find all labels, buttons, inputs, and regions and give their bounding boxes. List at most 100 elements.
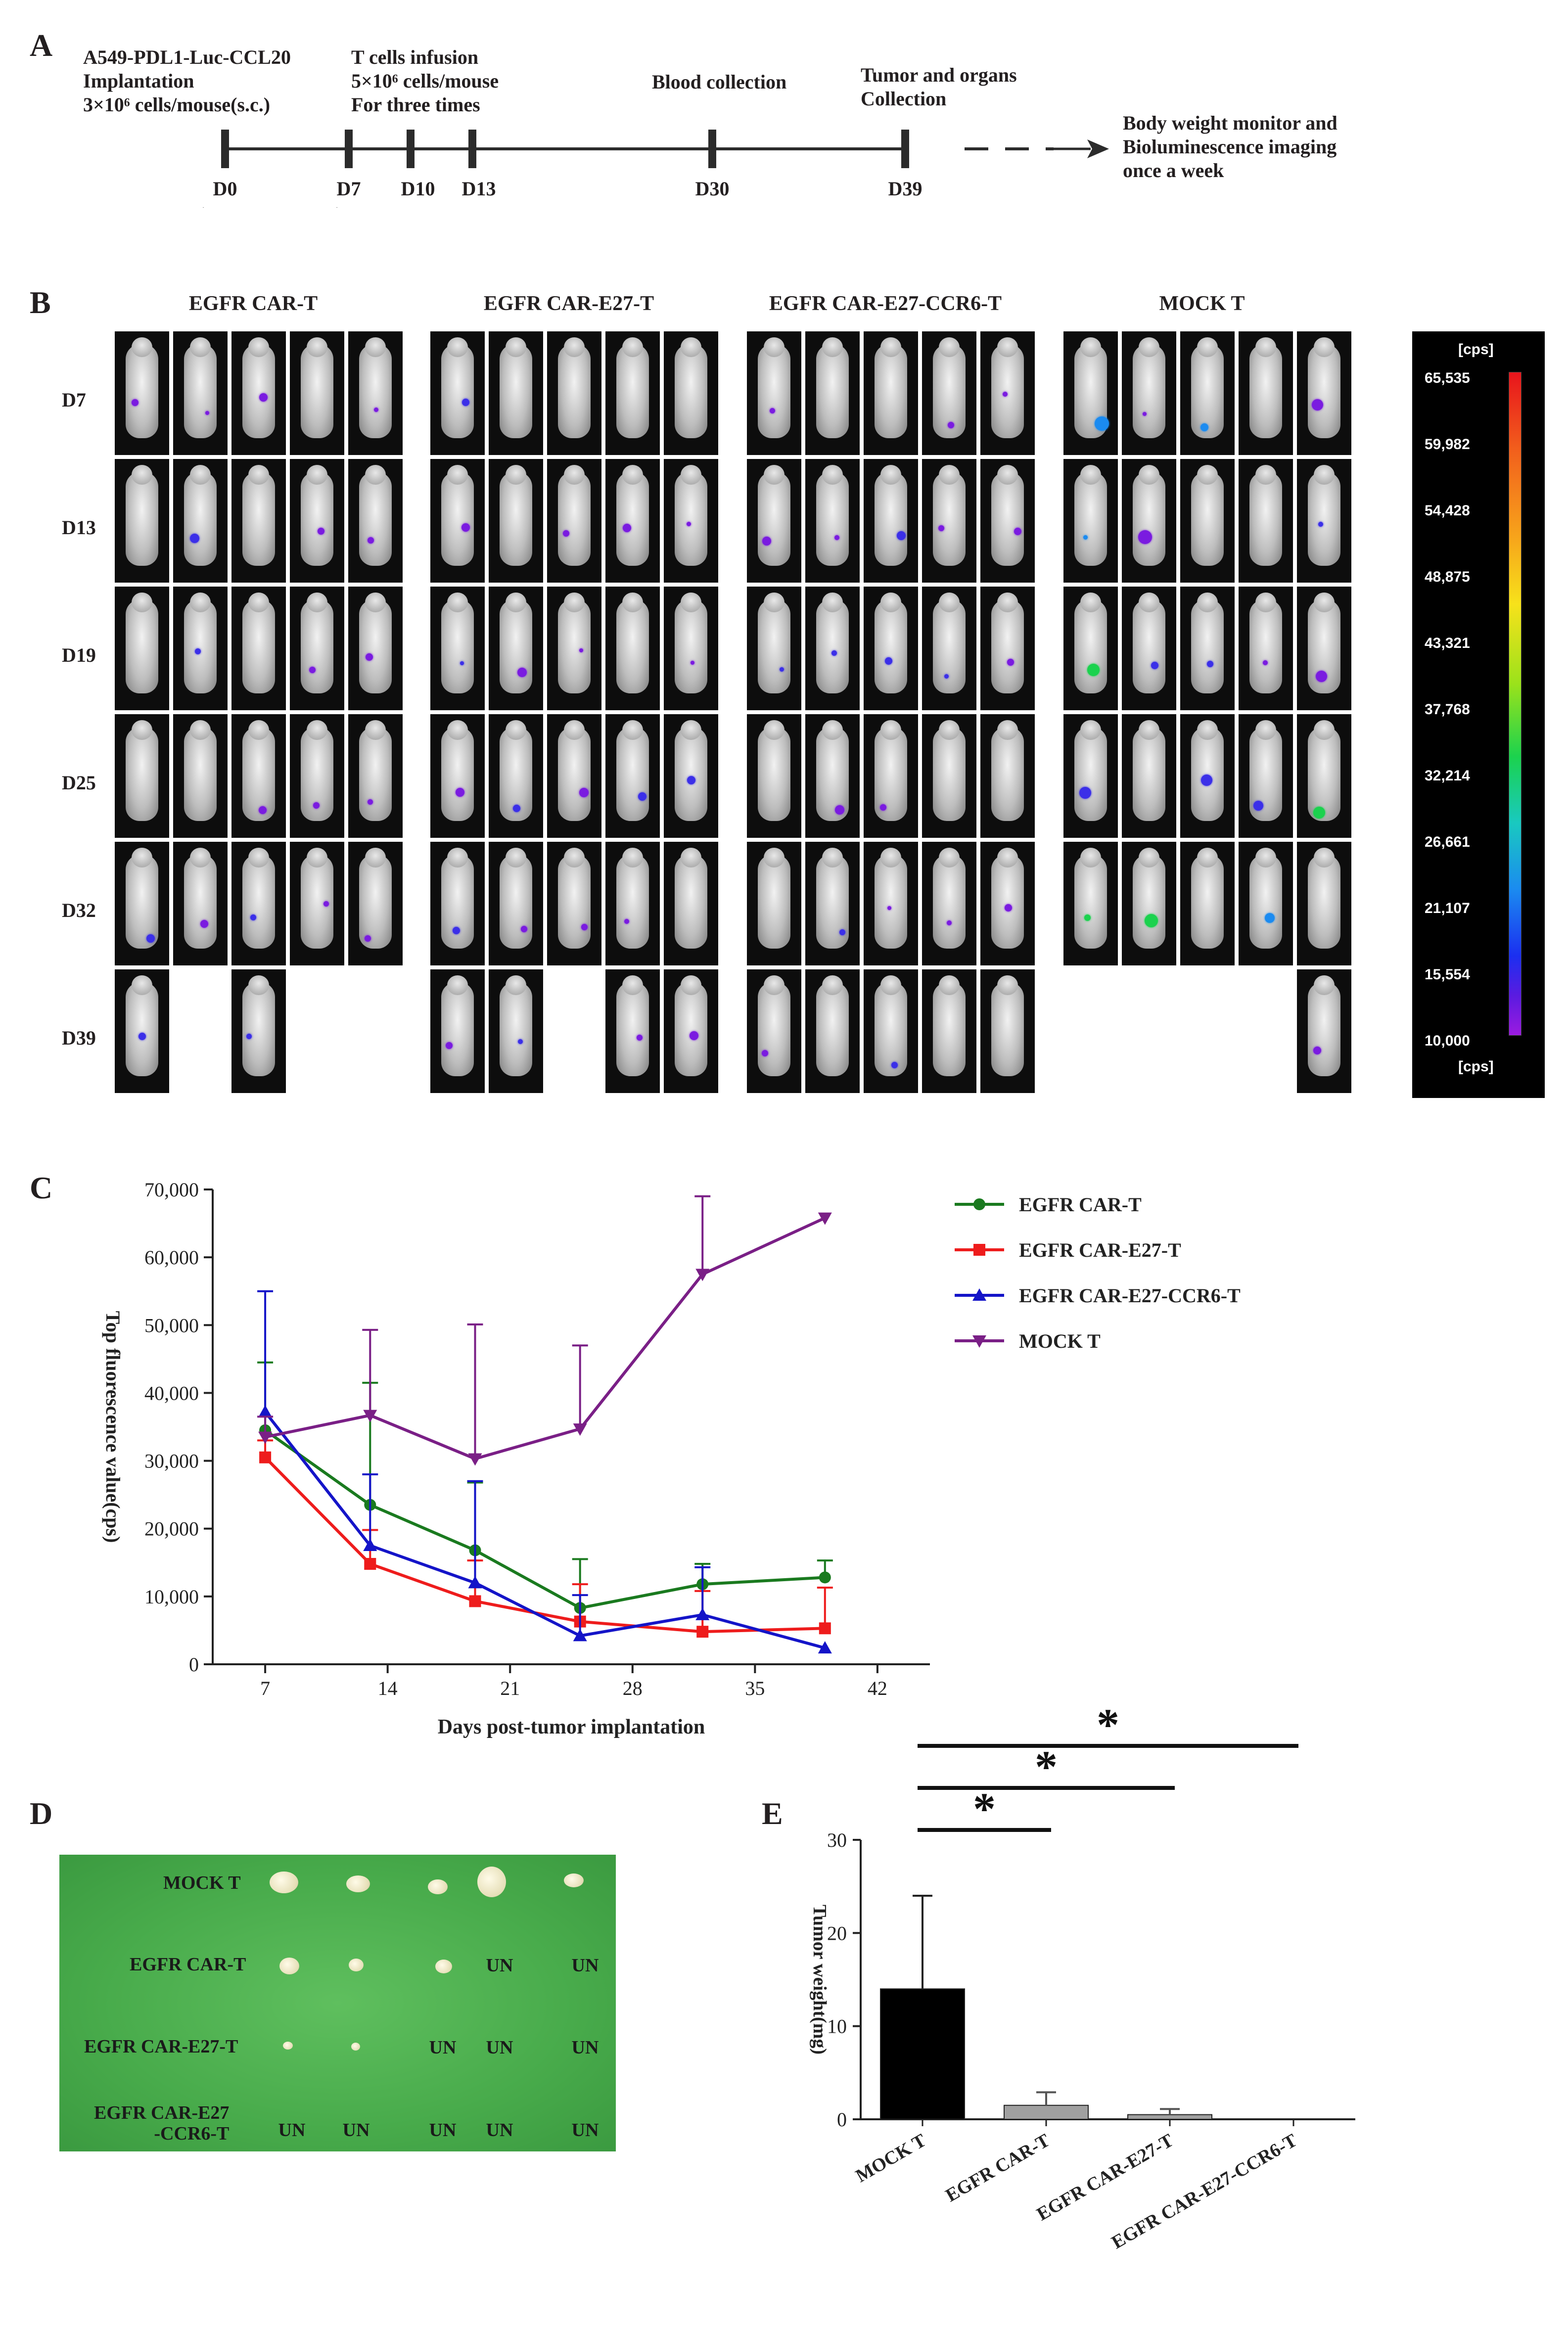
colorbar-unit-top: [cps] [1458,341,1494,358]
mouse-image-tile [864,842,918,965]
mouse-image-tile [747,842,801,965]
luminescence-spot [1200,423,1208,431]
luminescence-spot [624,919,629,924]
mouse-image-tile [290,587,344,710]
mouse-image-tile [1239,714,1293,838]
mouse-image-tile [173,714,228,838]
mouse-image-tile [922,459,976,583]
mouse-image-tile [605,842,660,965]
data-point [364,1558,376,1570]
tumor-specimen [477,1867,506,1897]
x-tick-label: 7 [260,1677,270,1699]
luminescence-spot [146,934,155,943]
y-tick-label: 0 [189,1653,199,1676]
mouse-image-tile [605,331,660,455]
timeline-day-d13: D13 [461,178,496,200]
data-point [573,1629,587,1642]
imaging-row-label-d13: D13 [62,516,96,539]
colorbar-tick-label: 65,535 [1425,370,1470,386]
luminescence-spot [195,648,201,654]
timeline-label-blood-collection: Blood collection [652,71,787,93]
mouse-image-tile [1239,331,1293,455]
mouse-image-tile [664,842,718,965]
mouse-image-tile [805,714,860,838]
panel-letter-a: A [30,28,53,63]
luminescence-spot [246,1034,252,1039]
mouse-image-tile [605,587,660,710]
mouse-image-tile [1063,331,1118,455]
colorbar-tick-label: 43,321 [1425,635,1470,651]
luminescence-spot [1151,662,1158,669]
mouse-image-tile [115,331,169,455]
luminescence-spot [205,411,209,415]
luminescence-spot [1201,775,1212,786]
mouse-image-tile [605,714,660,838]
photo-un-label: UN [571,2120,599,2141]
luminescence-spot [1084,914,1091,921]
mouse-image-tile [115,842,169,965]
luminescence-spot [456,788,464,797]
mouse-image-tile [805,842,860,965]
luminescence-spot [1313,1047,1321,1054]
mouse-image-tile [231,969,286,1093]
mouse-image-tile [231,331,286,455]
mouse-image-tile [864,969,918,1093]
luminescence-spot [1312,399,1323,411]
photo-un-label: UN [429,2120,457,2141]
mouse-image-tile [290,459,344,583]
mouse-image-tile [115,969,169,1093]
mouse-image-tile [348,459,403,583]
colorbar-tick-label: 48,875 [1425,569,1470,585]
legend-label: EGFR CAR-T [1019,1193,1142,1216]
tumor-specimen [564,1873,584,1887]
mouse-image-tile [231,459,286,583]
mouse-image-tile [1063,459,1118,583]
mouse-image-tile [489,842,543,965]
mouse-image-tile [980,714,1035,838]
mouse-image-tile [747,969,801,1093]
series-line [264,1456,825,1634]
luminescence-spot [944,674,949,679]
mouse-image-tile [1180,331,1235,455]
mouse-image-tile [489,331,543,455]
y-tick-label: 30 [827,1829,847,1851]
mouse-image-tile [489,587,543,710]
mouse-image-tile [115,459,169,583]
mouse-image-tile [747,714,801,838]
data-point [573,1423,587,1436]
series-line [264,1411,826,1649]
data-point [818,1641,832,1654]
luminescence-spot [309,667,316,673]
luminescence-spot [1138,530,1152,544]
mouse-image-tile [1122,587,1176,710]
mouse-image-tile [747,459,801,583]
mouse-image-tile [980,331,1035,455]
luminescence-spot [579,788,589,797]
x-tick-label: 35 [745,1677,765,1699]
timeline-tick-d39 [901,130,909,168]
legend-label: EGFR CAR-E27-T [1019,1239,1181,1261]
mouse-image-tile [348,714,403,838]
imaging-row-label-d19: D19 [62,644,96,666]
luminescence-spot [638,792,646,801]
legend-marker [973,1244,985,1256]
legend-label: EGFR CAR-E27-CCR6-T [1019,1284,1241,1307]
data-point [468,1453,482,1466]
photo-un-label: UN [278,2120,306,2141]
mouse-image-tile [664,969,718,1093]
mouse-image-tile [173,587,228,710]
mouse-image-tile [547,714,601,838]
photo-un-label: UN [571,1955,599,1976]
luminescence-spot [897,531,906,540]
mouse-image-tile [922,969,976,1093]
data-point [696,1626,709,1638]
luminescence-spot [460,661,464,665]
legend-label: MOCK T [1019,1330,1101,1352]
mouse-image-tile [173,459,228,583]
luminescence-spot [368,537,374,544]
timeline-day-d7: D7 [336,178,361,200]
mouse-image-tile [805,587,860,710]
legend-marker [972,1288,986,1301]
x-tick-label: MOCK T [852,2130,930,2187]
